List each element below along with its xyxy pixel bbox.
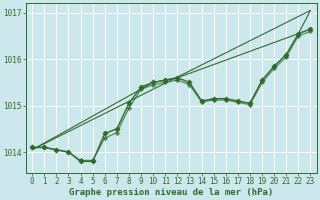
X-axis label: Graphe pression niveau de la mer (hPa): Graphe pression niveau de la mer (hPa) [69,188,274,197]
